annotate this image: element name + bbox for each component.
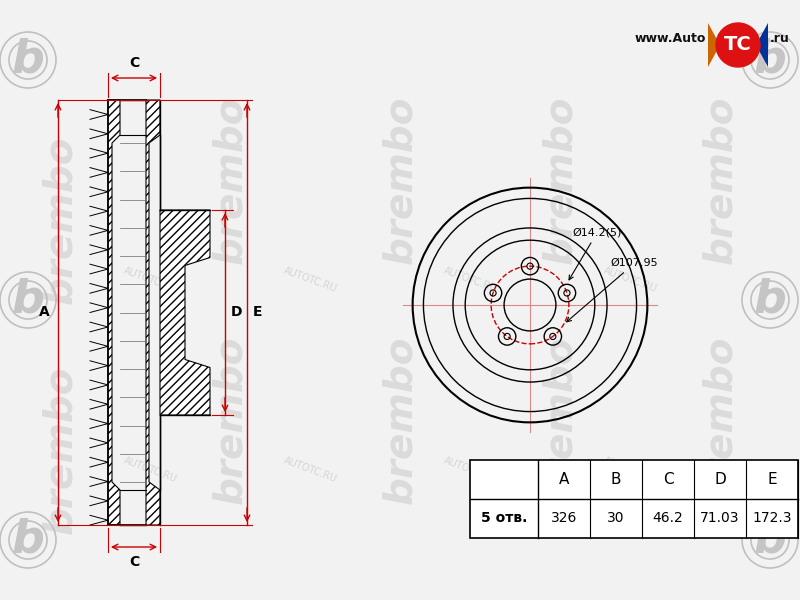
Text: B: B (610, 472, 622, 487)
Text: Ø107.95: Ø107.95 (566, 258, 658, 322)
Text: brembo: brembo (541, 96, 579, 264)
Text: E: E (767, 472, 777, 487)
Text: AUTOTC.RU: AUTOTC.RU (442, 455, 498, 484)
Text: brembo: brembo (41, 136, 79, 304)
Text: .ru: .ru (770, 32, 790, 46)
Text: A: A (559, 472, 569, 487)
Text: AUTOTC.RU: AUTOTC.RU (602, 266, 658, 295)
Text: brembo: brembo (541, 336, 579, 504)
Text: Ø14.2(5): Ø14.2(5) (569, 227, 622, 280)
Polygon shape (108, 100, 120, 525)
Text: D: D (231, 305, 242, 319)
Text: brembo: brembo (701, 96, 739, 264)
Polygon shape (470, 460, 798, 538)
Text: b: b (754, 37, 786, 82)
Text: TC: TC (724, 35, 752, 55)
Text: 71.03: 71.03 (700, 511, 740, 526)
Text: brembo: brembo (211, 96, 249, 264)
Text: C: C (129, 555, 139, 569)
Text: brembo: brembo (381, 96, 419, 264)
Text: AUTOTC.RU: AUTOTC.RU (282, 455, 338, 484)
Circle shape (716, 23, 760, 67)
Text: brembo: brembo (381, 336, 419, 504)
Text: AUTOTC.RU: AUTOTC.RU (122, 266, 178, 295)
Text: 46.2: 46.2 (653, 511, 683, 526)
Text: AUTOTC.RU: AUTOTC.RU (442, 266, 498, 295)
Text: AUTOTC.RU: AUTOTC.RU (122, 455, 178, 484)
Polygon shape (708, 23, 720, 67)
Text: 30: 30 (607, 511, 625, 526)
Text: A: A (39, 305, 50, 319)
Text: brembo: brembo (211, 336, 249, 504)
Text: C: C (662, 472, 674, 487)
Polygon shape (160, 210, 210, 415)
Text: 326: 326 (551, 511, 577, 526)
Text: 5 отв.: 5 отв. (481, 511, 527, 526)
Text: C: C (129, 56, 139, 70)
Text: brembo: brembo (701, 336, 739, 504)
Text: b: b (754, 517, 786, 563)
Text: www.Auto: www.Auto (634, 32, 706, 46)
Text: 172.3: 172.3 (752, 511, 792, 526)
Text: D: D (714, 472, 726, 487)
Text: b: b (11, 277, 45, 323)
Text: b: b (754, 277, 786, 323)
Text: AUTOTC.RU: AUTOTC.RU (282, 266, 338, 295)
Polygon shape (756, 23, 768, 67)
Text: b: b (11, 37, 45, 82)
Text: E: E (253, 305, 262, 319)
Text: brembo: brembo (41, 366, 79, 534)
Text: b: b (11, 517, 45, 563)
Polygon shape (146, 100, 160, 525)
Text: AUTOTC.RU: AUTOTC.RU (602, 455, 658, 484)
